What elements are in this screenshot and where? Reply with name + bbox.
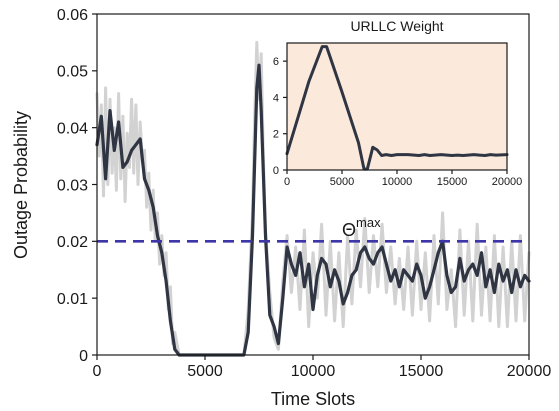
main-x-tick-label: 5000 [187, 363, 223, 380]
inset-y-tick-label: 4 [273, 92, 279, 104]
main-x-tick-label: 15000 [399, 363, 444, 380]
main-y-tick-label: 0.05 [57, 64, 88, 81]
main-y-tick-label: 0 [79, 348, 88, 365]
inset-background [287, 43, 507, 170]
main-y-tick-label: 0.01 [57, 291, 88, 308]
inset-y-tick-label: 0 [273, 165, 279, 177]
main-axes: 0 5000 10000 15000 20000 0 0.01 0.02 0.03 0.04 0.0… [57, 7, 551, 380]
main-y-tick-label: 0.04 [57, 120, 88, 137]
inset-series-group [285, 45, 509, 171]
inset-x-tick-label: 5000 [330, 176, 354, 188]
threshold-superscript: max [356, 215, 381, 230]
inset-x-tick-label: 15000 [437, 176, 468, 188]
urllc-weight-line [285, 45, 509, 171]
inset-title: URLLC Weight [350, 18, 443, 34]
y-axis-label: Outage Probability [11, 111, 31, 259]
main-x-tick-label: 20000 [507, 363, 552, 380]
inset-x-tick-label: 20000 [492, 176, 523, 188]
threshold-label: Θmax [342, 215, 381, 240]
main-x-tick-label: 0 [93, 363, 102, 380]
main-chart: 0 5000 10000 15000 20000 0 0.01 0.02 0.03 0.04 0.0… [11, 7, 551, 409]
inset-chart: 0 5000 10000 15000 20000 0 2 4 6 URLLC Weight [273, 18, 522, 188]
inset-y-tick-label: 6 [273, 56, 279, 68]
inset-axes: 0 5000 10000 15000 20000 0 2 4 6 [273, 42, 523, 188]
main-series-smooth-group [95, 63, 531, 357]
smoothed-outage-line [95, 63, 531, 357]
main-y-tick-label: 0.03 [57, 177, 88, 194]
main-y-tick-label: 0.06 [57, 7, 88, 24]
inset-x-tick-label: 0 [284, 176, 290, 188]
x-axis-label: Time Slots [271, 389, 355, 409]
main-x-tick-label: 10000 [291, 363, 336, 380]
inset-x-tick-label: 10000 [382, 176, 413, 188]
threshold-symbol: Θ [342, 220, 356, 240]
inset-y-tick-label: 2 [273, 129, 279, 141]
main-y-tick-label: 0.02 [57, 234, 88, 251]
